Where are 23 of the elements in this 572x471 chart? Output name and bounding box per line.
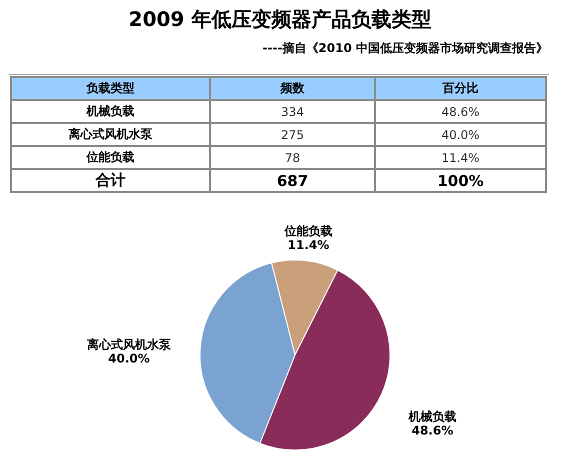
text: 687 [276,172,308,190]
text: 频数 [210,77,375,100]
text: 2009 年低压变频器产品负载类型 [128,6,432,33]
slice-label: 机械负载 [407,410,456,424]
text: 100% [437,172,484,190]
data-label: 48.6% [412,424,454,438]
category-label: 机械负载 [11,100,210,123]
category-label: 离心式风机水泵 [11,123,210,146]
data-label: 275 [210,123,375,146]
data-label: 40.0% [108,351,150,366]
text: 合计 [11,169,210,192]
data-label: 40.0% [375,123,546,146]
data-label: 11.4% [288,238,330,252]
text: 负载类型 [11,77,210,100]
data-label: 78 [210,146,375,169]
data-label: 48.6% [375,100,546,123]
text: 百分比 [375,77,546,100]
slice-label: 离心式风机水泵 [86,337,172,352]
data-label: 334 [210,100,375,123]
slice-label: 位能负载 [283,224,332,238]
category-label: 位能负载 [11,146,210,169]
text: ----摘自《2010 中国低压变频器市场研究调查报告》 [262,40,548,57]
data-label: 11.4% [375,146,546,169]
